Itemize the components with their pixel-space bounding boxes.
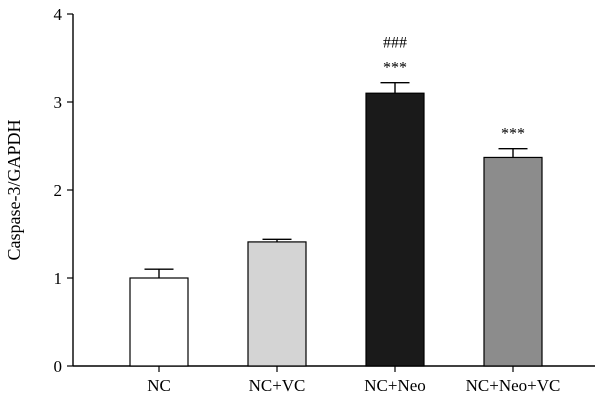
- bars: [129, 81, 543, 367]
- y-axis-label: Caspase-3/GAPDH: [4, 120, 24, 261]
- y-tick-label-3: 3: [54, 93, 63, 112]
- x-tick-label-3: NC+Neo+VC: [466, 376, 561, 395]
- bar-2: [365, 92, 425, 367]
- x-tick-label-0: NC: [147, 376, 171, 395]
- x-tick-label-1: NC+VC: [249, 376, 306, 395]
- annotation-3-0: ***: [501, 126, 525, 143]
- bar-0: [129, 277, 189, 367]
- labels: 0 1 2 3 4 NC NC+VC NC+Neo ### *** NC+Neo+VC ***: [54, 5, 561, 395]
- bar-1: [247, 241, 307, 367]
- annotation-2-0: ###: [383, 35, 407, 52]
- annotation-2-1: ***: [383, 60, 407, 77]
- y-tick-label-1: 1: [54, 269, 63, 288]
- y-tick-label-4: 4: [54, 5, 63, 24]
- y-tick-label-2: 2: [54, 181, 63, 200]
- bar-3: [483, 156, 543, 367]
- x-tick-label-2: NC+Neo: [364, 376, 426, 395]
- y-tick-label-0: 0: [54, 357, 63, 376]
